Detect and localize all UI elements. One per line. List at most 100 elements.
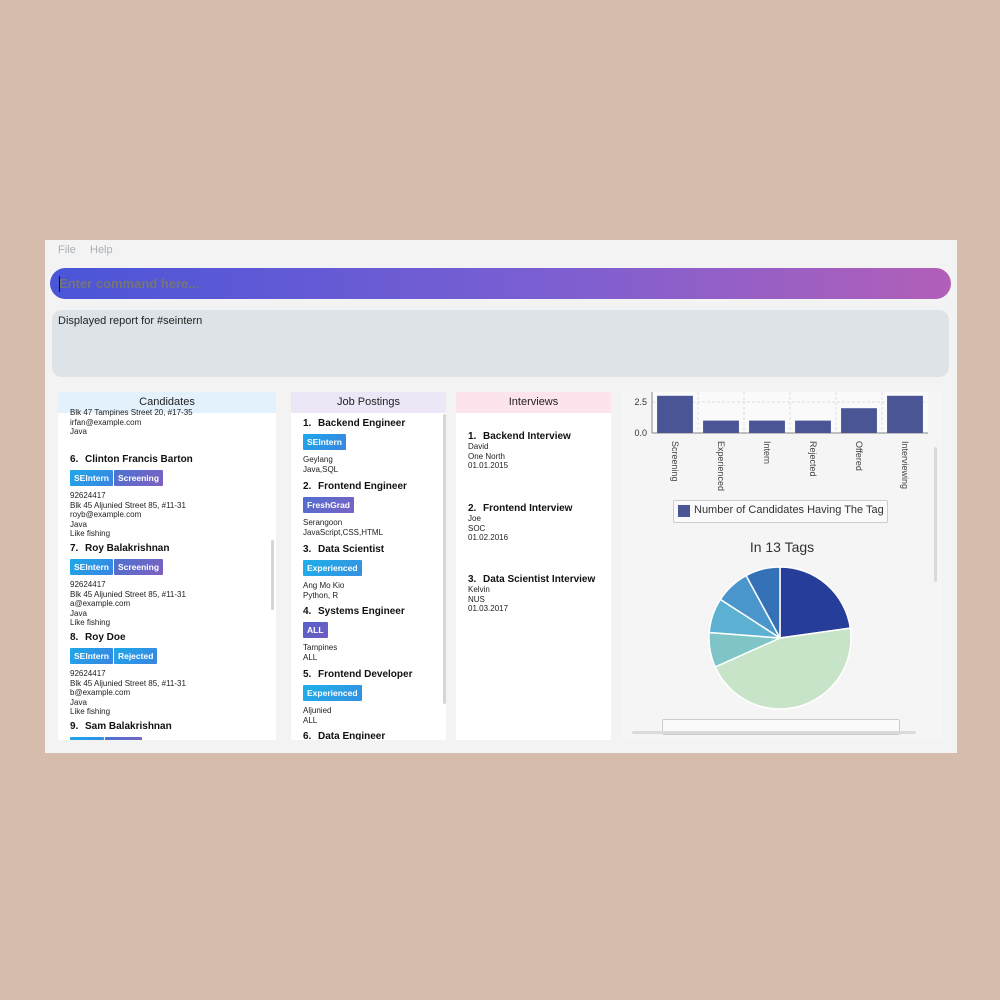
job-postings-panel[interactable]: Job Postings 1. Backend Engineer SEIntern… <box>291 392 446 740</box>
interviewee: Kelvin <box>468 585 490 594</box>
candidate-phone: 92624417 <box>70 580 106 589</box>
chart-horizontal-scrollbar[interactable] <box>632 731 916 734</box>
bar-screening <box>657 395 693 433</box>
candidates-panel[interactable]: Candidates Blk 47 Tampines Street 20, #1… <box>58 392 276 740</box>
candidate-index: 6. <box>70 454 79 465</box>
job-card[interactable]: 1. Backend Engineer SEIntern Geylang Java… <box>303 418 405 474</box>
candidate-card[interactable]: 9. Sam Balakrishnan <box>70 721 172 740</box>
text-caret <box>59 276 60 292</box>
job-card[interactable]: 5. Frontend Developer Experienced Aljunie… <box>303 669 412 725</box>
jobs-scrollbar[interactable] <box>443 414 446 704</box>
candidate-skill: Java <box>70 427 87 436</box>
bar-category-label: Intern <box>762 441 772 464</box>
job-card[interactable]: 6. Data Engineer <box>303 731 385 740</box>
candidate-tags: SEIntern Screening <box>70 470 193 487</box>
job-location: Geylang <box>303 455 333 464</box>
job-skills: ALL <box>303 715 318 725</box>
job-tags: Experienced <box>303 560 384 577</box>
interview-title: Data Scientist Interview <box>483 574 596 585</box>
interview-index: 2. <box>468 503 477 514</box>
interview-location: One North <box>468 451 505 461</box>
tag-partial <box>105 737 142 740</box>
pie-slice <box>714 627 852 710</box>
job-location: Serangoon <box>303 518 343 527</box>
job-card[interactable]: 4. Systems Engineer ALL Tampines ALL <box>303 606 405 662</box>
candidate-name-text: Roy Balakrishnan <box>85 543 170 554</box>
command-box[interactable] <box>50 268 951 299</box>
candidates-header: Candidates <box>58 392 276 413</box>
tag-freshgrad: FreshGrad <box>303 497 354 513</box>
interview-title: Frontend Interview <box>483 503 573 514</box>
candidate-phone: 92624417 <box>70 669 106 678</box>
candidate-name-text: Roy Doe <box>85 632 126 643</box>
report-chart-panel[interactable]: 2.5 0.0 Screening Experienced Intern Rejected… <box>622 392 942 740</box>
job-title: Backend Engineer <box>318 418 406 429</box>
job-location: Ang Mo Kio <box>303 581 345 590</box>
job-skills: ALL <box>303 652 318 662</box>
command-input[interactable] <box>59 268 659 299</box>
result-display: Displayed report for #seintern <box>52 310 949 377</box>
interview-card[interactable]: 1. Backend Interview David One North 01.0… <box>468 431 571 471</box>
candidate-card[interactable]: 8. Roy Doe SEIntern Rejected 92624417 Blk … <box>70 632 186 717</box>
job-title: Data Scientist <box>318 544 385 555</box>
bar-category-label: Experienced <box>716 441 726 491</box>
candidate-address: Blk 47 Tampines Street 20, #17-35 <box>70 408 193 417</box>
candidate-phone: 92624417 <box>70 491 106 500</box>
interview-date: 01.03.2017 <box>468 604 509 613</box>
app-window: File Help Displayed report for #seintern… <box>45 240 957 753</box>
candidate-name: 6. Clinton Francis Barton <box>70 454 193 465</box>
candidate-card[interactable]: 6. Clinton Francis Barton SEIntern Screeni… <box>70 454 193 539</box>
menu-help[interactable]: Help <box>90 244 113 256</box>
candidate-skill: Java <box>70 608 87 618</box>
tag-all: ALL <box>303 622 328 638</box>
candidate-address: Blk 45 Aljunied Street 85, #11-31 <box>70 589 186 599</box>
pie-slice <box>745 566 781 639</box>
interview-card[interactable]: 2. Frontend Interview Joe SOC 01.02.2016 <box>468 503 572 543</box>
interviewee: David <box>468 442 489 451</box>
interview-date: 01.01.2015 <box>468 461 509 470</box>
job-title: Systems Engineer <box>318 606 405 617</box>
job-tags: Experienced <box>303 685 412 702</box>
bar-y-tick-label: 2.5 <box>634 397 647 407</box>
candidate-name: 9. Sam Balakrishnan <box>70 721 172 732</box>
tag-seintern: SEIntern <box>303 434 346 450</box>
job-index: 5. <box>303 669 312 680</box>
candidate-name: 7. Roy Balakrishnan <box>70 543 186 554</box>
job-index: 1. <box>303 418 312 429</box>
interviews-panel[interactable]: Interviews 1. Backend Interview David One… <box>456 392 611 740</box>
job-tags: FreshGrad <box>303 497 407 514</box>
job-skills: JavaScript,CSS,HTML <box>303 527 384 537</box>
candidate-hobby: Like fishing <box>70 529 111 538</box>
job-postings-header: Job Postings <box>291 392 446 413</box>
bar-category-label: Screening <box>670 441 680 482</box>
interview-card[interactable]: 3. Data Scientist Interview Kelvin NUS 01… <box>468 574 595 614</box>
interview-index: 1. <box>468 431 477 442</box>
candidate-hobby: Like fishing <box>70 707 111 716</box>
report-chart: 2.5 0.0 Screening Experienced Intern Rejected… <box>634 392 928 710</box>
tag-screening: Screening <box>113 559 164 575</box>
candidate-email: b@example.com <box>70 688 131 697</box>
menu-bar: File Help <box>45 240 957 262</box>
legend-swatch <box>678 505 690 517</box>
tag-experienced: Experienced <box>303 685 362 701</box>
menu-file[interactable]: File <box>58 244 76 256</box>
job-card[interactable]: 3. Data Scientist Experienced Ang Mo Kio … <box>303 544 384 600</box>
tag-experienced: Experienced <box>303 560 362 576</box>
interview-date: 01.02.2016 <box>468 533 509 542</box>
candidate-index: 8. <box>70 632 79 643</box>
candidate-email: irfan@example.com <box>70 417 142 427</box>
candidates-scrollbar[interactable] <box>271 540 274 610</box>
chart-vertical-scrollbar[interactable] <box>934 447 937 582</box>
job-tags: SEIntern <box>303 434 405 451</box>
tag-rejected: Rejected <box>113 648 158 664</box>
candidate-card[interactable]: 7. Roy Balakrishnan SEIntern Screening 926… <box>70 543 186 628</box>
candidate-card-partial[interactable]: Blk 47 Tampines Street 20, #17-35 irfan@… <box>70 408 193 437</box>
job-index: 4. <box>303 606 312 617</box>
interview-title: Backend Interview <box>483 431 571 442</box>
bar-y-tick-label: 0.0 <box>634 428 647 438</box>
job-card[interactable]: 2. Frontend Engineer FreshGrad Serangoon … <box>303 481 407 537</box>
result-text: Displayed report for #seintern <box>58 315 203 327</box>
interview-location: SOC <box>468 523 486 533</box>
tag-screening: Screening <box>113 470 164 486</box>
job-title: Data Engineer <box>318 731 386 740</box>
